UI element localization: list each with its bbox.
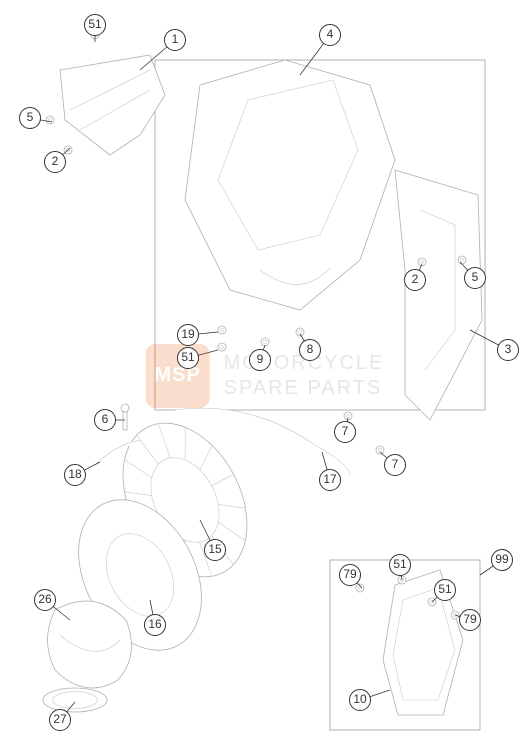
- part-small-19: [218, 326, 226, 334]
- callout-51: 51: [84, 14, 106, 36]
- callout-4: 4: [319, 24, 341, 46]
- part-side-cover-left: [60, 55, 165, 155]
- callout-2: 2: [404, 269, 426, 291]
- callout-27: 27: [49, 709, 71, 731]
- part-clamp: [43, 688, 107, 712]
- callout-10: 10: [349, 689, 371, 711]
- callout-17: 17: [319, 469, 341, 491]
- part-small-9: [261, 338, 269, 346]
- callout-16: 16: [144, 614, 166, 636]
- part-airbox-body: [185, 60, 395, 310]
- callout-19: 19: [177, 324, 199, 346]
- part-intake-boot: [48, 601, 132, 688]
- callout-9: 9: [249, 349, 271, 371]
- callout-7: 7: [384, 454, 406, 476]
- callout-1: 1: [164, 29, 186, 51]
- part-small-5a: [46, 116, 54, 124]
- part-small-79a: [356, 584, 364, 592]
- exploded-diagram: MSP MOTORCYCLE SPARE PARTS 5115242531951…: [0, 0, 530, 751]
- callout-51: 51: [177, 347, 199, 369]
- callout-99: 99: [491, 549, 513, 571]
- part-small-7b: [376, 446, 384, 454]
- callout-5: 5: [19, 107, 41, 129]
- part-side-panel-right: [395, 170, 482, 420]
- part-small-51a: [218, 343, 226, 351]
- callout-79: 79: [459, 609, 481, 631]
- callout-5: 5: [464, 267, 486, 289]
- diagram-svg: [0, 0, 530, 751]
- callout-18: 18: [64, 464, 86, 486]
- callout-7: 7: [334, 421, 356, 443]
- callout-51: 51: [389, 554, 411, 576]
- callout-26: 26: [34, 589, 56, 611]
- callout-6: 6: [94, 409, 116, 431]
- callout-2: 2: [44, 151, 66, 173]
- part-screw-6: [121, 404, 129, 430]
- callout-79: 79: [339, 564, 361, 586]
- callout-8: 8: [299, 339, 321, 361]
- callout-3: 3: [497, 339, 519, 361]
- callout-51: 51: [434, 579, 456, 601]
- part-small-5b: [458, 256, 466, 264]
- part-small-8: [296, 328, 304, 336]
- callout-15: 15: [204, 539, 226, 561]
